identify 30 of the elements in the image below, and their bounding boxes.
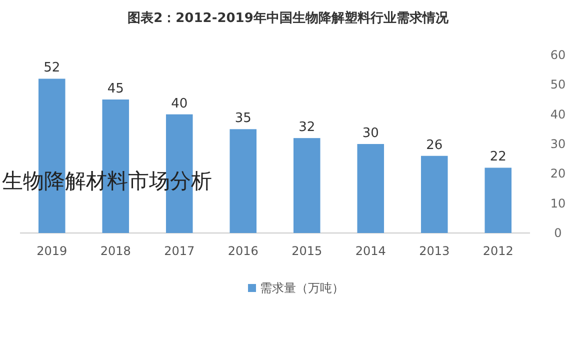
bar [293,138,320,233]
y-tick-label: 30 [550,137,566,151]
y-tick-label: 20 [550,166,566,181]
data-label: 30 [362,126,379,141]
bar [357,144,384,233]
data-label: 45 [107,82,124,96]
y-tick-label: 40 [550,107,566,122]
data-label: 40 [171,96,188,112]
x-tick-label: 2017 [164,244,195,258]
y-tick-label: 50 [550,78,566,92]
x-tick-label: 2012 [482,244,514,258]
chart-title: 图表2：2012-2019年中国生物降解塑料行业需求情况 [128,10,450,26]
data-label: 52 [44,60,60,76]
bar [420,156,448,233]
data-label: 32 [298,120,316,136]
data-label: 35 [234,111,252,126]
x-tick-label: 2015 [292,244,322,258]
legend-label: 需求量（万吨） [260,281,344,295]
data-label: 22 [490,150,506,165]
data-label: 26 [426,138,443,153]
bar [230,129,257,233]
x-tick-label: 2019 [36,244,68,258]
x-tick-label: 2013 [419,244,450,258]
y-tick-label: 10 [550,196,566,210]
bar [484,168,512,233]
x-tick-label: 2018 [100,244,131,258]
x-tick-label: 2014 [355,244,386,258]
y-tick-label: 60 [550,48,566,62]
x-tick-label: 2016 [228,244,258,258]
y-tick-label: 0 [554,226,562,240]
